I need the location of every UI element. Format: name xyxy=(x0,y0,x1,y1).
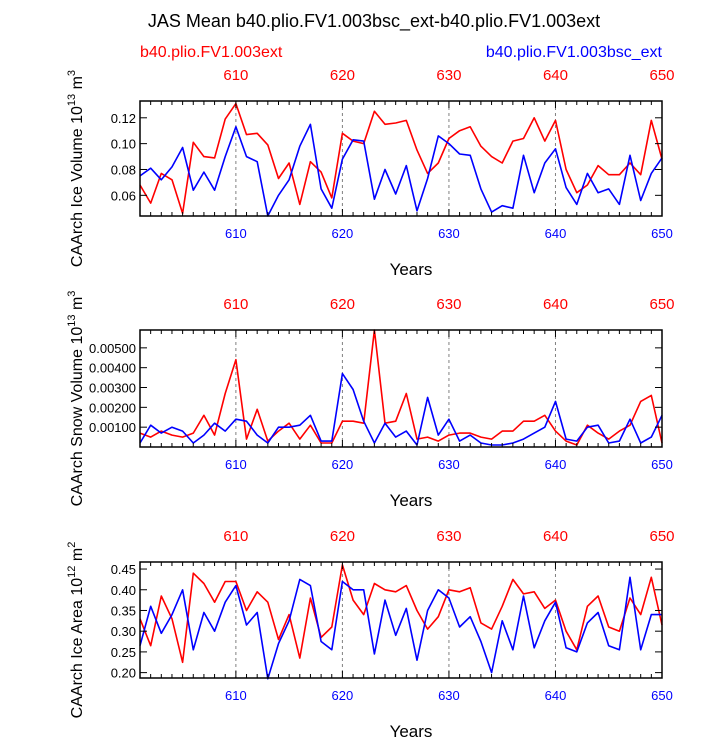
y-axis-title-main: CAArch Ice Volume 10 xyxy=(69,106,86,267)
x-axis-title: Years xyxy=(390,722,433,738)
x-tick-label-top: 650 xyxy=(649,296,674,313)
x-axis-title: Years xyxy=(390,260,433,279)
chart-panel-3: 610 610 620 620 630 630 640 640 650 650 0.20 0.25 0.… xyxy=(66,528,675,738)
x-tick-label-top: 640 xyxy=(543,67,568,84)
y-axis-title: CAArch Snow Volume 1013 m3 xyxy=(66,291,86,507)
y-axis-title-unit-exponent: 2 xyxy=(66,542,78,548)
x-tick-label-top: 630 xyxy=(436,528,461,545)
x-tick-label-bottom: 620 xyxy=(332,457,354,472)
x-tick-label-bottom: 640 xyxy=(545,226,567,241)
y-axis-title-exponent: 12 xyxy=(66,566,78,578)
y-tick-label: 0.00500 xyxy=(89,341,136,356)
x-tick-label-bottom: 630 xyxy=(438,688,460,703)
chart-panel-2: 610 610 620 620 630 630 640 640 650 650 0.00100 0.0… xyxy=(66,291,675,510)
x-tick-label-bottom: 640 xyxy=(545,688,567,703)
y-tick-label: 0.00200 xyxy=(89,400,136,415)
y-axis-title-exponent: 13 xyxy=(66,315,78,327)
series-line-ext xyxy=(139,102,663,215)
y-axis-title: CAArch Ice Area 1012 m2 xyxy=(66,542,86,719)
x-tick-label-bottom: 630 xyxy=(438,457,460,472)
x-tick-label-bottom: 610 xyxy=(225,226,247,241)
x-tick-label-top: 610 xyxy=(223,296,248,313)
y-tick-label: 0.00300 xyxy=(89,381,136,396)
series-line-bsc-ext xyxy=(139,123,663,217)
y-axis-title-main: CAArch Ice Area 10 xyxy=(69,578,86,719)
x-tick-label-bottom: 650 xyxy=(651,457,673,472)
legend-entry-bsc-ext: b40.plio.FV1.003bsc_ext xyxy=(486,44,663,61)
series-line-ext xyxy=(139,329,663,446)
y-tick-label: 0.35 xyxy=(111,603,136,618)
x-tick-label-bottom: 650 xyxy=(651,226,673,241)
series-line-ext xyxy=(139,564,663,664)
x-tick-label-top: 620 xyxy=(330,528,355,545)
y-axis-title-main: CAArch Snow Volume 10 xyxy=(69,327,86,507)
x-tick-label-top: 620 xyxy=(330,67,355,84)
y-axis-title-unit-exponent: 3 xyxy=(66,291,78,297)
x-axis-title: Years xyxy=(390,491,433,510)
y-axis-title-unit: m xyxy=(69,297,86,315)
plot-frame xyxy=(139,100,663,217)
series-line-bsc-ext xyxy=(139,576,662,680)
x-tick-label-top: 640 xyxy=(543,528,568,545)
figure-title: JAS Mean b40.plio.FV1.003bsc_ext-b40.pli… xyxy=(148,11,600,32)
y-tick-label: 0.08 xyxy=(111,162,136,177)
y-tick-label: 0.40 xyxy=(111,583,136,598)
x-tick-label-top: 610 xyxy=(223,528,248,545)
x-tick-label-bottom: 630 xyxy=(438,226,460,241)
y-tick-label: 0.45 xyxy=(111,562,136,577)
y-axis-title-unit-exponent: 3 xyxy=(66,70,78,76)
plot-frame xyxy=(139,329,663,448)
y-tick-label: 0.25 xyxy=(111,645,136,660)
chart-panel-1: 610 610 620 620 630 630 640 640 650 650 0.06 0.08 0.… xyxy=(66,67,675,279)
y-tick-label: 0.12 xyxy=(111,111,136,126)
y-axis-title-exponent: 13 xyxy=(66,94,78,106)
x-tick-label-top: 650 xyxy=(649,528,674,545)
x-tick-label-bottom: 610 xyxy=(225,457,247,472)
y-axis-title-unit: m xyxy=(69,76,86,94)
x-tick-label-bottom: 610 xyxy=(225,688,247,703)
x-tick-label-bottom: 620 xyxy=(332,226,354,241)
y-tick-label: 0.00400 xyxy=(89,361,136,376)
x-tick-label-bottom: 650 xyxy=(651,688,673,703)
y-axis-title-unit: m xyxy=(69,548,86,566)
x-tick-label-top: 630 xyxy=(436,296,461,313)
y-tick-label: 0.10 xyxy=(111,137,136,152)
x-tick-label-top: 650 xyxy=(649,67,674,84)
y-tick-label: 0.20 xyxy=(111,666,136,681)
x-tick-label-top: 640 xyxy=(543,296,568,313)
legend-entry-ext: b40.plio.FV1.003ext xyxy=(140,44,283,61)
y-axis-title: CAArch Ice Volume 1013 m3 xyxy=(66,70,86,267)
x-tick-label-top: 620 xyxy=(330,296,355,313)
y-tick-label: 0.06 xyxy=(111,188,136,203)
y-tick-label: 0.00100 xyxy=(89,420,136,435)
series-line-bsc-ext xyxy=(139,372,663,446)
y-tick-label: 0.30 xyxy=(111,624,136,639)
x-tick-label-top: 630 xyxy=(436,67,461,84)
x-tick-label-bottom: 640 xyxy=(545,457,567,472)
panels-group: 610 610 620 620 630 630 640 640 650 650 0.06 0.08 0.… xyxy=(66,67,675,738)
plot-frame xyxy=(139,561,663,679)
x-tick-label-top: 610 xyxy=(223,67,248,84)
x-tick-label-bottom: 620 xyxy=(332,688,354,703)
